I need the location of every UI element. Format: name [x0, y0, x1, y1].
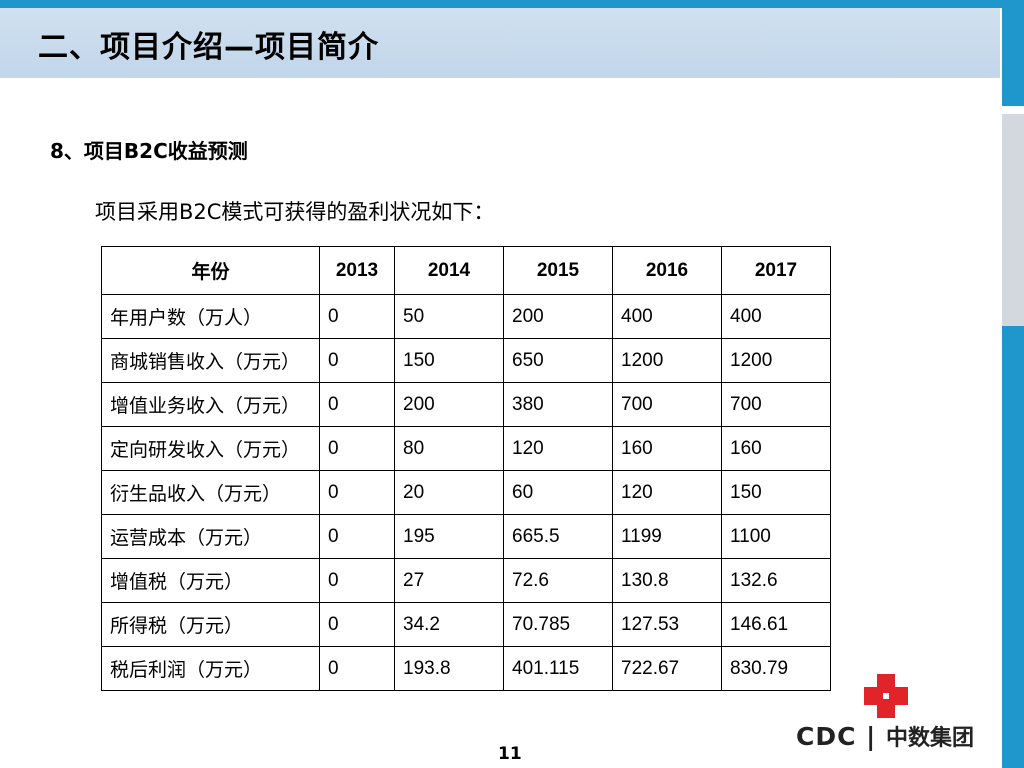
value-cell: 27 — [394, 558, 504, 603]
value-cell: 200 — [394, 382, 504, 427]
value-cell: 150 — [721, 470, 831, 515]
table-row: 衍生品收入（万元） 0 20 60 120 150 — [101, 470, 831, 515]
header-cell: 2016 — [612, 246, 722, 295]
value-cell: 0 — [319, 426, 395, 471]
page-number: 11 — [498, 744, 522, 764]
header-cell: 2017 — [721, 246, 831, 295]
value-cell: 160 — [612, 426, 722, 471]
row-label-cell: 增值税（万元） — [101, 558, 320, 603]
value-cell: 0 — [319, 294, 395, 339]
value-cell: 830.79 — [721, 646, 831, 691]
value-cell: 0 — [319, 558, 395, 603]
red-cross-logo-icon — [864, 674, 908, 718]
row-label-cell: 增值业务收入（万元） — [101, 382, 320, 427]
page-title: 二、项目介绍—项目简介 — [38, 30, 379, 65]
logo-divider: | — [866, 722, 877, 751]
logo-chinese-text: 中数集团 — [886, 726, 975, 751]
table-row: 运营成本（万元） 0 195 665.5 1199 1100 — [101, 514, 831, 559]
value-cell: 0 — [319, 602, 395, 647]
value-cell: 401.115 — [503, 646, 613, 691]
table-row: 税后利润（万元） 0 193.8 401.115 722.67 830.79 — [101, 646, 831, 691]
value-cell: 193.8 — [394, 646, 504, 691]
value-cell: 1200 — [612, 338, 722, 383]
right-bar-segment-bottom — [1002, 326, 1024, 768]
header-cell: 2014 — [394, 246, 504, 295]
row-label-cell: 运营成本（万元） — [101, 514, 320, 559]
row-label-cell: 定向研发收入（万元） — [101, 426, 320, 471]
table-row: 增值业务收入（万元） 0 200 380 700 700 — [101, 382, 831, 427]
section-heading: 8、项目B2C收益预测 — [50, 139, 248, 163]
value-cell: 665.5 — [503, 514, 613, 559]
title-band — [0, 8, 1000, 78]
header-cell: 年份 — [101, 246, 320, 295]
table-row: 年用户数（万人） 0 50 200 400 400 — [101, 294, 831, 339]
value-cell: 722.67 — [612, 646, 722, 691]
value-cell: 700 — [612, 382, 722, 427]
value-cell: 127.53 — [612, 602, 722, 647]
table-header-row: 年份 2013 2014 2015 2016 2017 — [101, 246, 831, 295]
value-cell: 0 — [319, 514, 395, 559]
row-label-cell: 所得税（万元） — [101, 602, 320, 647]
value-cell: 1199 — [612, 514, 722, 559]
value-cell: 160 — [721, 426, 831, 471]
value-cell: 80 — [394, 426, 504, 471]
value-cell: 700 — [721, 382, 831, 427]
table-row: 定向研发收入（万元） 0 80 120 160 160 — [101, 426, 831, 471]
intro-text: 项目采用B2C模式可获得的盈利状况如下： — [95, 200, 495, 224]
value-cell: 400 — [612, 294, 722, 339]
right-bar-segment-top — [1002, 8, 1024, 106]
value-cell: 120 — [612, 470, 722, 515]
top-accent-bar — [0, 0, 1024, 8]
value-cell: 200 — [503, 294, 613, 339]
value-cell: 120 — [503, 426, 613, 471]
table-row: 所得税（万元） 0 34.2 70.785 127.53 146.61 — [101, 602, 831, 647]
logo-latin-text: CDC — [796, 722, 857, 751]
value-cell: 0 — [319, 646, 395, 691]
value-cell: 60 — [503, 470, 613, 515]
value-cell: 72.6 — [503, 558, 613, 603]
row-label-cell: 年用户数（万人） — [101, 294, 320, 339]
right-decoration-bar — [1000, 8, 1024, 768]
row-label-cell: 税后利润（万元） — [101, 646, 320, 691]
value-cell: 1200 — [721, 338, 831, 383]
table-row: 商城销售收入（万元） 0 150 650 1200 1200 — [101, 338, 831, 383]
value-cell: 380 — [503, 382, 613, 427]
table-row: 增值税（万元） 0 27 72.6 130.8 132.6 — [101, 558, 831, 603]
value-cell: 400 — [721, 294, 831, 339]
value-cell: 130.8 — [612, 558, 722, 603]
value-cell: 20 — [394, 470, 504, 515]
value-cell: 1100 — [721, 514, 831, 559]
row-label-cell: 衍生品收入（万元） — [101, 470, 320, 515]
header-cell: 2013 — [319, 246, 395, 295]
header-cell: 2015 — [503, 246, 613, 295]
value-cell: 70.785 — [503, 602, 613, 647]
value-cell: 0 — [319, 470, 395, 515]
value-cell: 34.2 — [394, 602, 504, 647]
right-bar-segment-middle — [1002, 114, 1024, 326]
value-cell: 150 — [394, 338, 504, 383]
value-cell: 195 — [394, 514, 504, 559]
value-cell: 0 — [319, 338, 395, 383]
value-cell: 50 — [394, 294, 504, 339]
b2c-revenue-forecast-table: 年份 2013 2014 2015 2016 2017 年用户数（万人） 0 50 2… — [101, 246, 831, 691]
company-logo-text: CDC | 中数集团 — [796, 720, 974, 752]
value-cell: 132.6 — [721, 558, 831, 603]
value-cell: 650 — [503, 338, 613, 383]
value-cell: 0 — [319, 382, 395, 427]
value-cell: 146.61 — [721, 602, 831, 647]
row-label-cell: 商城销售收入（万元） — [101, 338, 320, 383]
